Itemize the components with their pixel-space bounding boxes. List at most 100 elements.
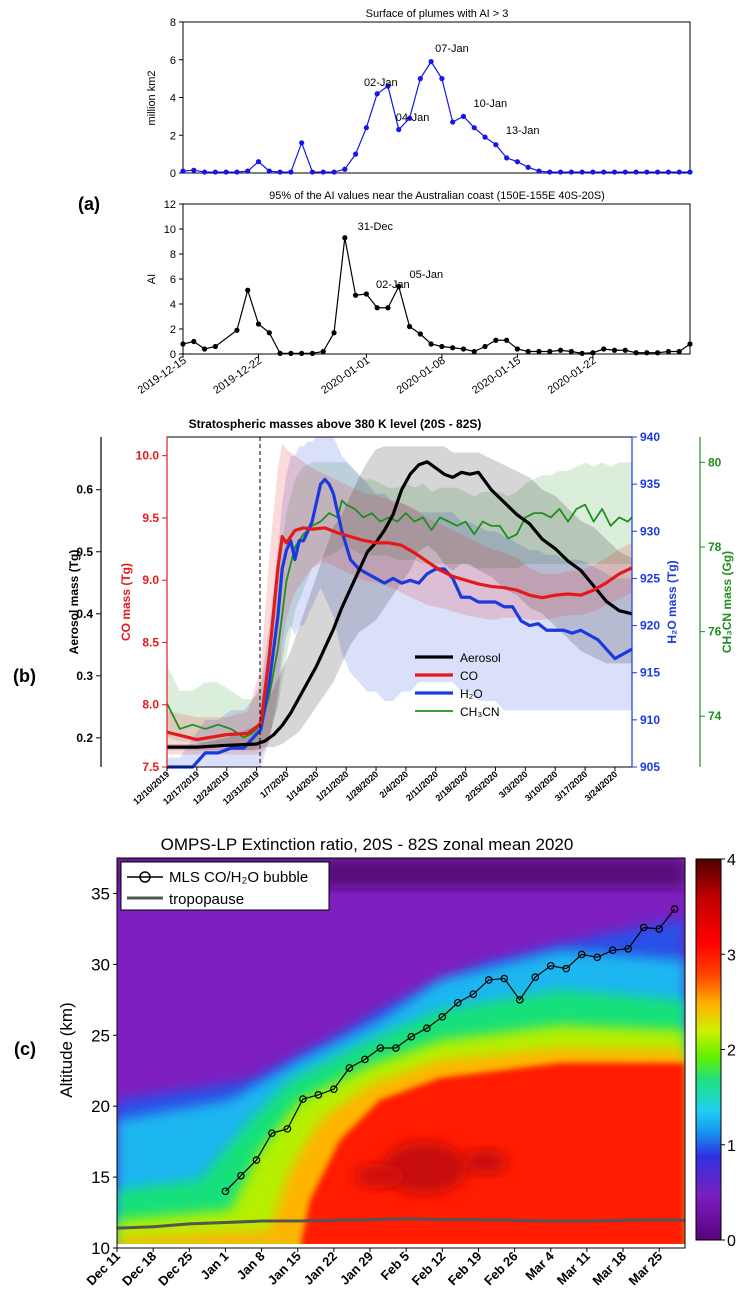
- data-point: [406, 115, 413, 121]
- xtick-label: Mar 4: [522, 1248, 557, 1283]
- band-h2o: [167, 437, 632, 767]
- panel-a-top-title: Surface of plumes with AI > 3: [366, 8, 509, 20]
- data-point: [352, 292, 359, 298]
- data-point: [299, 350, 305, 356]
- annotation: 31-Dec: [358, 221, 394, 233]
- ytick-label: 35: [91, 884, 110, 903]
- panel-a-bottom: (a) 95% of the AI values near the Austra…: [78, 190, 693, 397]
- xtick-label: 2020-01-22: [546, 355, 599, 397]
- data-point: [482, 134, 488, 140]
- data-point: [504, 337, 510, 343]
- xtick-label: 2020-01-08: [395, 355, 448, 397]
- ytick-label: 6: [170, 55, 176, 67]
- data-point: [471, 125, 477, 131]
- xtick-label: Mar 18: [589, 1249, 629, 1289]
- xtick-label: Feb 19: [445, 1249, 485, 1289]
- bubble-point: [670, 905, 679, 913]
- data-point: [288, 169, 294, 175]
- aerosol-axis-label: Aerosol mass (Tg): [67, 550, 81, 655]
- ytick-label: 4: [170, 93, 176, 105]
- data-point: [266, 168, 272, 174]
- data-point: [665, 348, 672, 355]
- panel-a-bottom-yticks: 0 2 4 6 8 10 12: [164, 199, 183, 361]
- data-point: [622, 347, 628, 353]
- bubble-point: [577, 950, 586, 959]
- xtick-label: 2/25/2020: [463, 769, 499, 803]
- data-point: [460, 346, 467, 352]
- panel-b-title: Stratospheric masses above 380 K level (…: [189, 417, 482, 431]
- annotation: 13-Jan: [506, 125, 540, 137]
- data-point: [417, 331, 423, 337]
- data-point: [396, 126, 402, 133]
- data-point: [687, 341, 693, 347]
- bubble-point: [655, 925, 663, 933]
- panel-a-bottom-ylabel: AI: [146, 274, 158, 284]
- colorbar-tick-label: 2: [727, 1043, 736, 1060]
- data-point: [191, 338, 197, 345]
- bubble-point: [438, 1013, 447, 1021]
- bubble-point: [376, 1044, 385, 1052]
- data-point: [331, 169, 337, 175]
- data-point: [374, 305, 380, 311]
- legend-box: [120, 861, 330, 911]
- colorbar-tick-label: 4: [727, 852, 736, 869]
- xtick-label: Feb 5: [378, 1249, 413, 1284]
- aerosol-tick-label: 0.2: [76, 731, 93, 745]
- data-point: [644, 169, 650, 175]
- co-tick-label: 10.0: [136, 449, 160, 463]
- ch3cn-tick-label: 80: [708, 455, 722, 469]
- annotation: 02-Jan: [364, 77, 398, 89]
- xtick-label: 2020-01-15: [470, 355, 523, 397]
- data-point: [212, 169, 218, 175]
- data-point: [180, 168, 186, 174]
- colorbar-tick-label: 3: [727, 947, 736, 964]
- ch3cn-tick-label: 74: [708, 709, 722, 723]
- ytick-label: 4: [170, 299, 176, 311]
- legend-item-co: CO: [460, 669, 478, 683]
- colorbar: [695, 858, 722, 1241]
- data-point: [320, 169, 326, 175]
- data-point: [590, 169, 596, 175]
- bubble-point: [330, 1085, 338, 1093]
- data-point: [579, 350, 585, 356]
- data-point: [309, 169, 316, 175]
- ytick-label: 15: [91, 1168, 110, 1187]
- panel-a-label: (a): [78, 194, 100, 214]
- data-point: [525, 348, 531, 355]
- co-tick-label: 8.0: [142, 698, 159, 712]
- data-point: [385, 305, 391, 311]
- xtick-label: 1/28/2020: [344, 769, 380, 803]
- h2o-tick-label: 925: [640, 571, 660, 585]
- h2o-tick-label: 905: [640, 760, 660, 774]
- data-point: [342, 235, 348, 241]
- ytick-label: 8: [170, 17, 176, 29]
- data-point: [396, 283, 402, 290]
- series-aerosol: [167, 460, 633, 749]
- data-point: [255, 159, 262, 165]
- data-point: [439, 76, 445, 82]
- panel-b-label: (b): [13, 666, 36, 686]
- series-line: [182, 60, 690, 173]
- bubble-point: [299, 1095, 307, 1103]
- panel-c: OMPS-LP Extinction ratio, 20S - 82S zona…: [14, 835, 736, 1289]
- h2o-tick-label: 940: [640, 430, 660, 444]
- ytick-label: 0: [170, 349, 176, 361]
- data-point: [201, 169, 208, 175]
- bubble-point: [484, 976, 493, 984]
- annotation: 04-Jan: [396, 112, 430, 124]
- data-point: [417, 76, 423, 82]
- h2o-tick-label: 930: [640, 524, 660, 538]
- bubble-point: [407, 1032, 416, 1041]
- data-point: [374, 91, 380, 97]
- data-point: [514, 159, 521, 165]
- panel-c-yticks: 10 15 20 25 30 35: [91, 884, 117, 1258]
- data-point: [557, 347, 564, 353]
- panel-b-uncertainty-bands: [167, 437, 632, 767]
- data-point: [482, 343, 488, 350]
- data-point: [223, 169, 229, 175]
- xtick-label: 2019-12-15: [136, 355, 189, 397]
- panel-a-top-ylabel: million km2: [146, 70, 158, 125]
- data-point: [557, 169, 564, 175]
- bubble-point: [515, 996, 524, 1004]
- xtick-label: Feb 26: [481, 1249, 521, 1289]
